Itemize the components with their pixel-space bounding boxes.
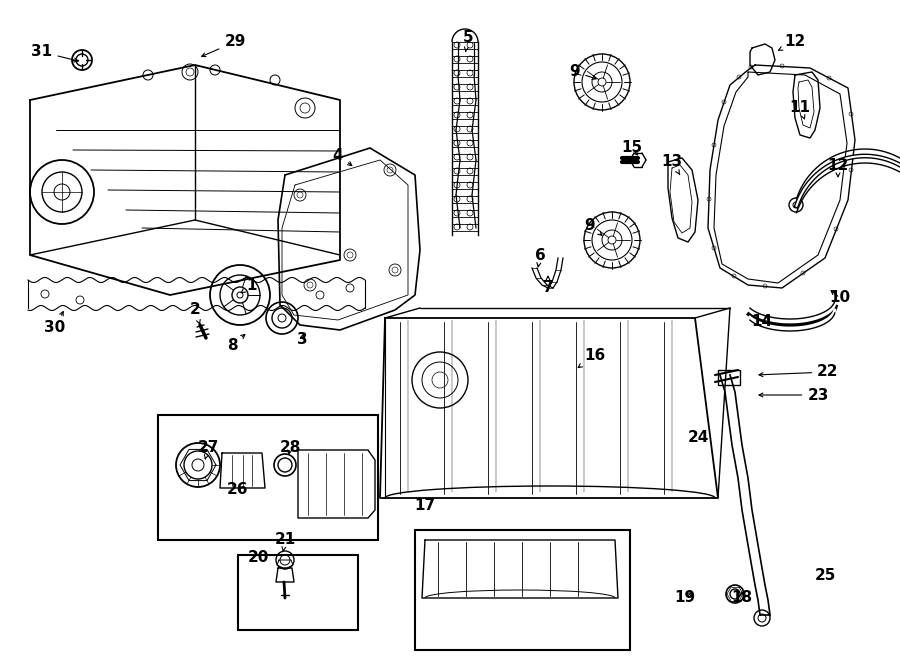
Text: 30: 30 [44, 311, 66, 336]
Text: 29: 29 [202, 34, 246, 57]
Text: 13: 13 [662, 155, 682, 175]
Text: 9: 9 [570, 65, 596, 79]
Text: 7: 7 [543, 276, 553, 295]
Text: 27: 27 [197, 440, 219, 459]
Text: 19: 19 [674, 590, 696, 605]
Text: 25: 25 [814, 568, 836, 582]
Text: 8: 8 [227, 334, 245, 352]
Text: 1: 1 [241, 278, 257, 293]
Text: 12: 12 [827, 157, 849, 176]
Text: 16: 16 [578, 348, 606, 368]
Bar [718, 370, 740, 385]
Text: 12: 12 [778, 34, 806, 50]
Text: 10: 10 [830, 290, 850, 305]
Text: 9: 9 [585, 217, 602, 235]
Text: 21: 21 [274, 533, 295, 551]
Text: 6: 6 [535, 247, 545, 267]
Text: 11: 11 [789, 100, 811, 119]
Text: 4: 4 [333, 147, 352, 165]
Text: 5: 5 [463, 30, 473, 52]
Text: 26: 26 [227, 483, 248, 498]
Text: 31: 31 [32, 44, 78, 62]
Text: 14: 14 [752, 315, 772, 329]
Text: 28: 28 [279, 440, 301, 455]
Text: 22: 22 [759, 364, 839, 379]
Text: 18: 18 [732, 590, 752, 605]
Text: 24: 24 [688, 430, 708, 446]
Text: 20: 20 [248, 551, 269, 566]
Text: 15: 15 [621, 141, 643, 155]
Text: 23: 23 [759, 387, 829, 403]
Text: 2: 2 [190, 303, 201, 324]
Text: 17: 17 [414, 498, 436, 512]
Bar [415, 530, 630, 650]
Bar [158, 415, 378, 540]
Bar [238, 555, 358, 630]
Text: 3: 3 [297, 332, 307, 348]
